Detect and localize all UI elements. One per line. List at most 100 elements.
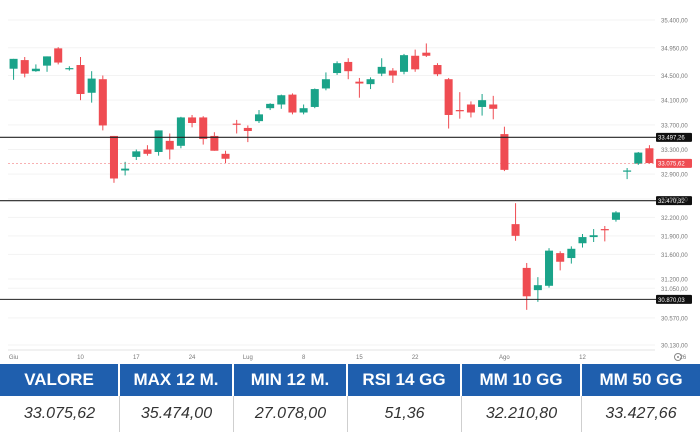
candle (344, 58, 353, 80)
candle (76, 57, 85, 101)
level-tag-label: 33.497,26 (658, 136, 685, 142)
candle (533, 277, 542, 302)
x-tick-label: Lug (243, 355, 253, 361)
candle-body (478, 100, 487, 107)
candle (87, 71, 96, 103)
x-tick-label: 24 (189, 355, 196, 361)
x-tick-label: 22 (412, 355, 419, 361)
candle (489, 95, 498, 120)
candle (277, 94, 286, 109)
candle-body (299, 108, 308, 113)
level-tag (656, 132, 692, 142)
stat-header-max-12m: MAX 12 M. (120, 364, 234, 396)
candle (109, 135, 118, 183)
candle-body (522, 267, 531, 297)
candle (243, 125, 252, 143)
y-tick-label: 34.950,00 (661, 46, 688, 52)
candle-body (634, 152, 643, 164)
y-tick-label: 32.500,00 (661, 197, 688, 203)
stats-header-row: VALORE MAX 12 M. MIN 12 M. RSI 14 GG MM … (0, 364, 700, 396)
x-tick-label: Ago (499, 355, 510, 361)
candle-body (623, 170, 632, 172)
candle (411, 49, 420, 72)
y-tick-label: 31.900,00 (661, 234, 688, 240)
candle (600, 225, 609, 242)
candle-body (500, 134, 509, 170)
stats-table: VALORE MAX 12 M. MIN 12 M. RSI 14 GG MM … (0, 364, 700, 432)
candle-body (132, 151, 141, 157)
candle (266, 103, 275, 111)
level-tag (656, 294, 692, 304)
candle-body (567, 248, 576, 259)
candle (9, 58, 18, 80)
candle-body (87, 78, 96, 93)
candle (589, 229, 598, 243)
level-tag-label: 30.870,03 (658, 298, 685, 304)
y-tick-label: 31.200,00 (661, 278, 688, 284)
chart-settings-icon[interactable] (674, 353, 682, 361)
candle-body (165, 140, 174, 150)
candle-body (600, 229, 609, 231)
candle (611, 211, 620, 222)
y-tick-label: 34.500,00 (661, 74, 688, 80)
candle-body (254, 114, 264, 122)
candle (645, 145, 654, 164)
candle-body (9, 58, 18, 69)
candle-body (422, 52, 431, 56)
candle-body (321, 79, 330, 89)
candle-body (545, 250, 554, 286)
y-axis: 35.400,00 34.950,00 34.500,00 34.100,00 33.7… (661, 19, 688, 350)
y-tick-label: 31.600,00 (661, 253, 688, 259)
y-tick-label: 30.130,00 (661, 344, 688, 350)
candle (433, 63, 442, 77)
candle (444, 77, 453, 129)
candle-body (43, 56, 52, 66)
candle-body (433, 65, 442, 75)
candle-body (310, 89, 319, 107)
level-tag-label: 32.470,32 (658, 199, 685, 205)
candle-body (188, 117, 197, 123)
candle (500, 126, 509, 172)
candle (54, 47, 63, 65)
stat-value-mm-10gg: 32.210,80 (462, 396, 582, 432)
stat-header-mm-50gg: MM 50 GG (599, 370, 683, 389)
candle-body (578, 237, 587, 244)
candle-body (355, 81, 364, 84)
stat-value-rsi-14gg: 51,36 (348, 396, 462, 432)
candle-body (76, 65, 85, 95)
candle (31, 64, 40, 72)
candle-body (65, 68, 74, 70)
candle (188, 114, 197, 128)
x-tick-label: 15 (356, 355, 363, 361)
candle (254, 110, 264, 123)
stat-value-mm-50gg: 33.427,66 (605, 405, 677, 422)
candle (556, 251, 565, 271)
candle (43, 56, 52, 72)
stat-header-min-12m: MIN 12 M. (234, 364, 348, 396)
candle (366, 77, 375, 90)
chart-svg: 33.497,26 32.470,32 30.870,03 33.075,62 35.… (0, 19, 692, 361)
candle-body (266, 103, 275, 109)
candle (20, 57, 29, 78)
candle-body (388, 70, 397, 76)
y-tick-label: 32.200,00 (661, 216, 688, 222)
candle-body (109, 135, 118, 179)
level-tag (656, 196, 692, 206)
grid-layer (8, 19, 655, 346)
x-tick-label: 10 (77, 355, 84, 361)
candle-body (31, 68, 40, 72)
candle (121, 161, 130, 176)
candle-body (243, 127, 252, 132)
stats-value-row: 33.075,62 35.474,00 27.078,00 51,36 32.2… (0, 396, 700, 432)
candle-body (176, 117, 185, 146)
stat-header-mm-10gg: MM 10 GG (462, 364, 582, 396)
candle (154, 130, 163, 156)
candle (98, 75, 107, 131)
candle-body (210, 135, 219, 151)
candle-body (199, 117, 208, 140)
x-axis: Giu 10 17 24 Lug 8 15 22 Ago 12 26 (8, 349, 687, 361)
candle-body (154, 130, 163, 152)
y-tick-label: 34.100,00 (661, 99, 688, 105)
candle-body (121, 168, 130, 171)
candle-body (556, 253, 565, 262)
